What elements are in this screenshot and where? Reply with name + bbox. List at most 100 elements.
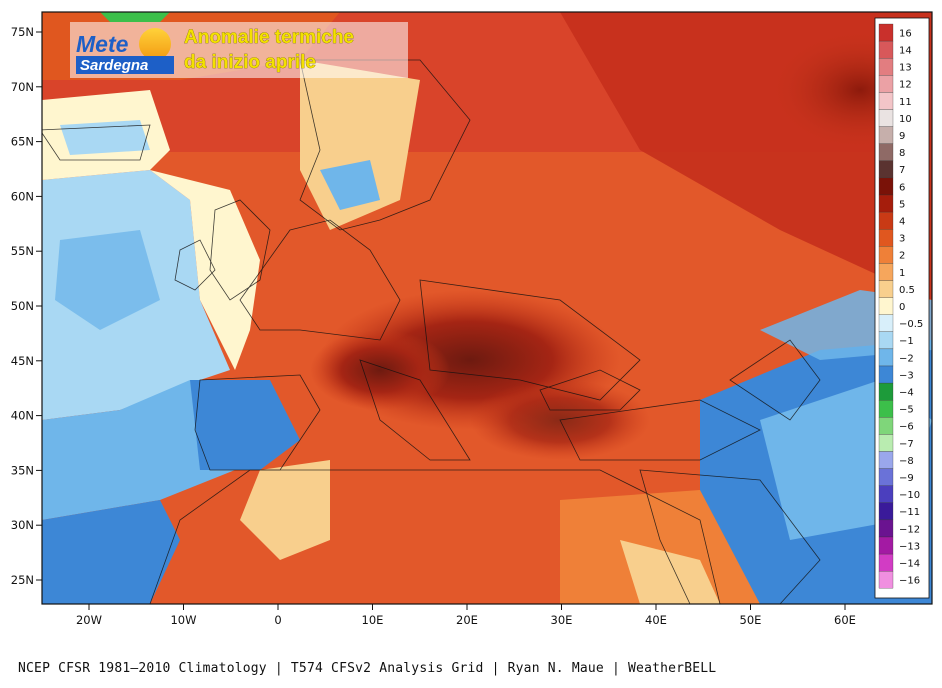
legend-value: 11 <box>899 97 912 108</box>
anomaly-field <box>42 12 932 604</box>
lat-label: 65N <box>11 135 34 149</box>
logo-sardegna-text: Sardegna <box>80 57 148 74</box>
legend-swatch <box>878 246 894 264</box>
legend-value: 1 <box>899 268 905 279</box>
legend-swatch <box>878 434 894 452</box>
legend-swatch <box>878 229 894 247</box>
legend-value: 10 <box>899 114 912 125</box>
lat-label: 75N <box>11 25 34 39</box>
legend-value: −14 <box>899 559 920 570</box>
lat-label: 70N <box>11 80 34 94</box>
lon-label: 30E <box>551 613 573 627</box>
legend-swatch <box>878 160 894 179</box>
legend-swatch <box>878 536 894 555</box>
legend-value: 7 <box>899 165 905 176</box>
logo-mete-text: Mete <box>76 31 129 57</box>
legend-value: −16 <box>899 576 920 587</box>
legend-value: −6 <box>899 422 914 433</box>
legend-value: −9 <box>899 473 914 484</box>
legend-swatch <box>878 314 894 332</box>
legend-value: 12 <box>899 80 912 91</box>
legend-swatch <box>878 417 894 435</box>
legend-value: 13 <box>899 63 912 74</box>
legend-swatch <box>878 571 894 589</box>
legend-swatch <box>878 126 894 144</box>
legend-swatch <box>878 23 894 42</box>
legend-value: −3 <box>899 370 914 381</box>
legend-swatch <box>878 280 894 298</box>
legend-swatch <box>878 502 894 521</box>
lat-label: 55N <box>11 244 34 258</box>
lat-label: 50N <box>11 299 34 313</box>
legend-swatch <box>878 485 894 503</box>
lon-label: 10E <box>362 613 384 627</box>
legend-value: −8 <box>899 456 914 467</box>
legend-value: −5 <box>899 405 914 416</box>
legend-swatch <box>878 400 894 418</box>
lon-label: 0 <box>274 613 281 627</box>
legend-swatch <box>878 468 894 486</box>
plot-border <box>41 11 933 605</box>
legend-value: 2 <box>899 251 905 262</box>
legend-swatch <box>878 297 894 315</box>
lon-label: 40E <box>645 613 667 627</box>
lon-label: 50E <box>740 613 762 627</box>
legend-swatch <box>878 92 894 110</box>
latitude-axis: 75N 70N 65N 60N 55N 50N 45N 40N 35N 30N 25N <box>11 25 42 587</box>
lat-label: 30N <box>11 518 34 532</box>
lon-label: 60E <box>834 613 856 627</box>
legend-swatch <box>878 451 894 469</box>
legend-swatch <box>878 109 894 127</box>
lat-label: 40N <box>11 409 34 423</box>
legend-value: −12 <box>899 524 920 535</box>
legend-value: 8 <box>899 148 905 159</box>
legend-value: −2 <box>899 353 914 364</box>
legend-value: −11 <box>899 507 920 518</box>
sun-icon <box>139 28 171 60</box>
data-credit-footer: NCEP CFSR 1981–2010 Climatology | T574 C… <box>18 661 717 676</box>
legend-value: 16 <box>899 28 912 39</box>
lon-label: 20W <box>76 613 102 627</box>
legend-swatch <box>878 519 894 538</box>
legend-value: 4 <box>899 217 905 228</box>
legend-swatch <box>878 348 894 367</box>
longitude-axis: 20W 10W 0 10E 20E 30E 40E 50E 60E <box>76 604 856 627</box>
map-title-line1: Anomalie termiche <box>184 27 354 48</box>
legend-value: −4 <box>899 388 914 399</box>
lon-label: 20E <box>456 613 478 627</box>
legend-value: −0.5 <box>899 319 923 330</box>
legend-value: 14 <box>899 46 912 57</box>
legend-swatch <box>878 75 894 93</box>
legend-swatch <box>878 553 894 572</box>
lat-label: 35N <box>11 463 34 477</box>
legend-value: −1 <box>899 336 914 347</box>
legend-swatch <box>878 382 894 401</box>
lon-label: 10W <box>170 613 196 627</box>
legend-swatch <box>878 211 894 230</box>
color-legend: 16 14 13 12 11 10 9 8 7 6 5 4 3 2 1 0.5 0 −0.5 −1 −2 −3 −4 −5 −… <box>874 17 930 599</box>
legend-value: 3 <box>899 234 905 245</box>
legend-swatch <box>878 331 894 350</box>
legend-value: 0 <box>899 302 905 313</box>
map-title-line2: da inizio aprile <box>184 52 316 73</box>
legend-swatch <box>878 365 894 384</box>
lat-label: 45N <box>11 354 34 368</box>
meteo-sardegna-logo: Mete Sardegna <box>70 22 408 78</box>
logo-band <box>76 56 174 74</box>
legend-value: 0.5 <box>899 285 915 296</box>
legend-swatch <box>878 177 894 196</box>
legend-swatch <box>878 40 894 59</box>
lat-label: 25N <box>11 573 34 587</box>
legend-swatch <box>878 143 894 161</box>
legend-value: −7 <box>899 439 914 450</box>
legend-value: 5 <box>899 199 905 210</box>
legend-swatch <box>878 263 894 281</box>
legend-value: −13 <box>899 541 920 552</box>
legend-swatch <box>878 194 894 213</box>
legend-value: 6 <box>899 182 905 193</box>
legend-value: −10 <box>899 490 920 501</box>
legend-swatch <box>878 58 894 76</box>
legend-value: 9 <box>899 131 905 142</box>
lat-label: 60N <box>11 189 34 203</box>
